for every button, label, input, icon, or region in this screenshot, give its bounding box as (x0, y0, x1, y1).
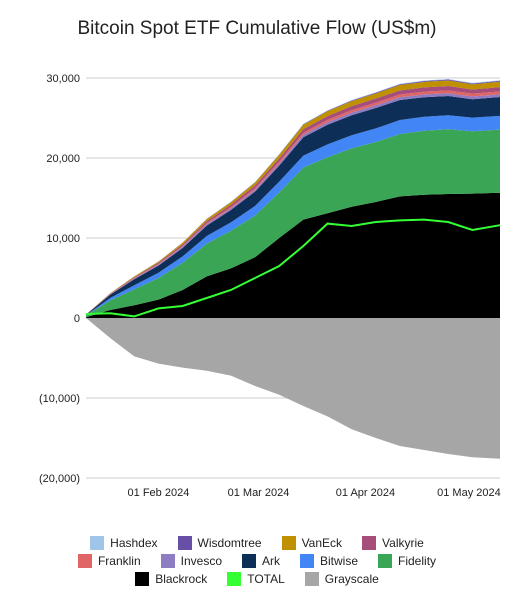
legend: Hashdex Wisdomtree VanEck Valkyrie Franklin I… (0, 536, 514, 590)
legend-swatch (135, 572, 150, 586)
x-tick-label: 01 Apr 2024 (336, 487, 395, 499)
legend-swatch (362, 536, 377, 550)
total-line (85, 218, 501, 318)
legend-swatch (242, 554, 256, 568)
legend-row: Hashdex Wisdomtree VanEck Valkyrie (0, 536, 514, 550)
legend-label: Invesco (180, 554, 222, 568)
legend-item-valkyrie: Valkyrie (362, 536, 424, 550)
stacked-areas (86, 78, 500, 459)
legend-swatch (160, 554, 175, 568)
legend-item-hashdex: Hashdex (90, 536, 158, 550)
y-tick-label: 0 (74, 313, 80, 325)
y-tick-label: (10,000) (39, 393, 80, 405)
legend-label: Hashdex (110, 536, 158, 550)
legend-label: TOTAL (247, 572, 285, 586)
x-tick-label: 01 May 2024 (437, 487, 501, 499)
legend-label: Grayscale (324, 572, 379, 586)
legend-item-bitwise: Bitwise (300, 554, 358, 568)
legend-item-total: TOTAL (227, 572, 285, 586)
x-tick-label: 01 Mar 2024 (228, 487, 290, 499)
legend-item-grayscale: Grayscale (304, 572, 379, 586)
legend-label: Wisdomtree (197, 536, 262, 550)
legend-label: Franklin (97, 554, 141, 568)
chart-svg: 30,000 20,000 10,000 0 (10,000) (20,000) 01 F… (39, 73, 501, 499)
legend-item-wisdomtree: Wisdomtree (177, 536, 262, 550)
area-fidelity (86, 129, 500, 318)
legend-swatch (177, 536, 192, 550)
area-grayscale (86, 318, 500, 459)
chart-title: Bitcoin Spot ETF Cumulative Flow (US$m) (77, 18, 437, 39)
legend-swatch (378, 554, 393, 568)
legend-swatch (300, 554, 314, 568)
y-axis-ticks: 30,000 20,000 10,000 0 (10,000) (20,000) (39, 73, 80, 485)
legend-row: Franklin Invesco Ark Bitwise Fidelity (0, 554, 514, 568)
legend-label: Fidelity (398, 554, 437, 568)
legend-label: Valkyrie (382, 536, 424, 550)
legend-swatch (90, 536, 105, 550)
legend-item-invesco: Invesco (160, 554, 222, 568)
legend-item-blackrock: Blackrock (135, 572, 207, 586)
legend-swatch (304, 572, 319, 586)
legend-row: Blackrock TOTAL Grayscale (0, 572, 514, 586)
legend-label: Blackrock (155, 572, 208, 586)
legend-item-franklin: Franklin (77, 554, 141, 568)
line-total (85, 218, 501, 318)
y-tick-label: (20,000) (39, 473, 80, 485)
x-axis-ticks: 01 Feb 2024 01 Mar 2024 01 Apr 2024 01 May … (128, 487, 501, 499)
legend-item-fidelity: Fidelity (378, 554, 436, 568)
legend-label: Bitwise (320, 554, 359, 568)
y-tick-label: 30,000 (46, 73, 80, 85)
legend-label: Ark (262, 554, 280, 568)
legend-item-ark: Ark (242, 554, 280, 568)
y-tick-label: 20,000 (46, 153, 80, 165)
y-tick-label: 10,000 (46, 233, 80, 245)
legend-swatch (227, 572, 242, 586)
legend-label: VanEck (301, 536, 343, 550)
legend-swatch (281, 536, 296, 550)
legend-swatch (77, 554, 92, 568)
legend-item-vaneck: VanEck (281, 536, 343, 550)
x-tick-label: 01 Feb 2024 (128, 487, 190, 499)
